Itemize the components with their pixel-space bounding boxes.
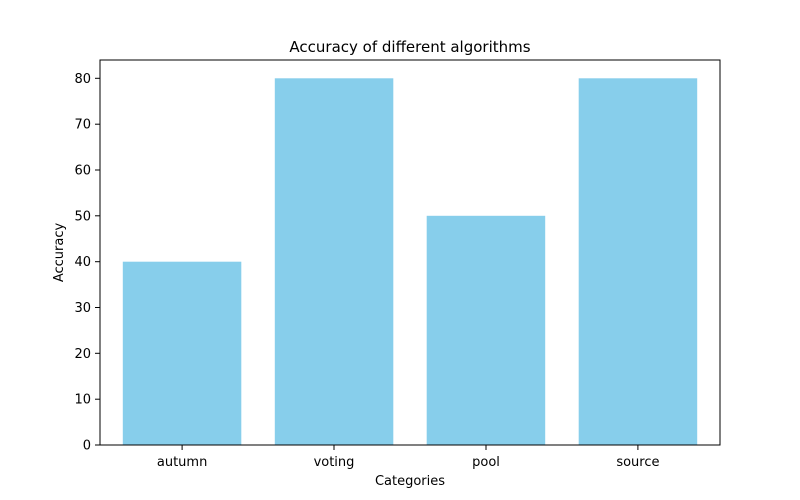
y-tick-label: 60 bbox=[74, 164, 91, 179]
bar-voting bbox=[274, 78, 394, 446]
x-axis-ticks: autumn voting pool source bbox=[157, 445, 659, 470]
y-axis-ticks: 0 10 20 30 40 50 60 70 80 bbox=[74, 72, 100, 454]
y-tick-label: 30 bbox=[74, 301, 91, 316]
bar-autumn bbox=[122, 261, 242, 445]
y-tick-label: 0 bbox=[83, 439, 91, 454]
x-tick-label: autumn bbox=[157, 455, 207, 470]
bar-pool bbox=[426, 215, 546, 445]
chart-title: Accuracy of different algorithms bbox=[289, 38, 530, 56]
x-axis-label: Categories bbox=[375, 474, 445, 489]
y-tick-label: 50 bbox=[74, 209, 91, 224]
plot-area-frame bbox=[99, 59, 721, 446]
y-tick-label: 40 bbox=[74, 255, 91, 270]
x-tick-label: voting bbox=[314, 455, 355, 470]
bar-source bbox=[578, 78, 698, 446]
y-tick-label: 10 bbox=[74, 393, 91, 408]
y-tick-label: 70 bbox=[74, 118, 91, 133]
x-tick-label: source bbox=[616, 455, 659, 470]
y-axis-label: Accuracy bbox=[52, 223, 67, 283]
bars-group bbox=[122, 78, 698, 446]
y-tick-label: 80 bbox=[74, 72, 91, 87]
x-tick-label: pool bbox=[472, 455, 500, 470]
y-tick-label: 20 bbox=[74, 347, 91, 362]
